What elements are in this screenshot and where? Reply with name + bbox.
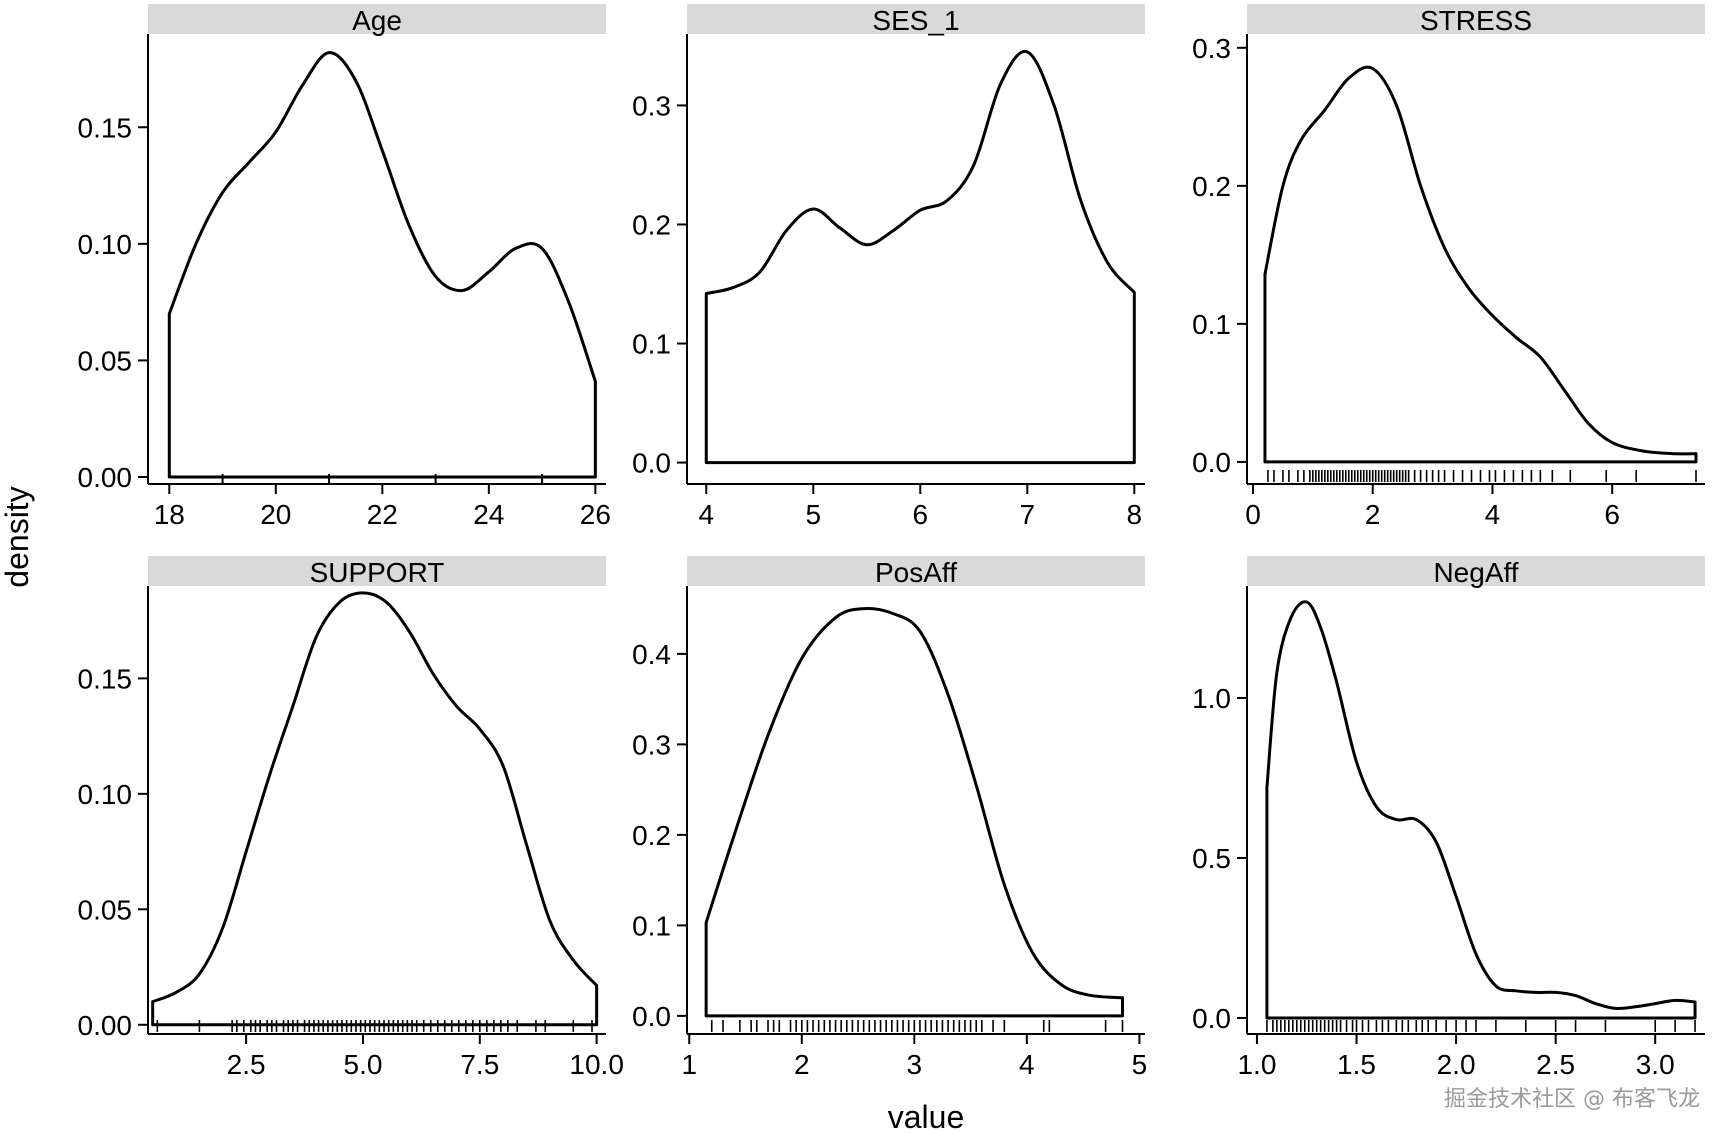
watermark-text: 掘金技术社区 @ 布客飞龙 bbox=[1444, 1087, 1700, 1112]
x-tick-label-posaff: 1 bbox=[681, 1049, 697, 1080]
x-tick-label-posaff: 2 bbox=[794, 1049, 810, 1080]
x-tick-label-negaff: 1.0 bbox=[1237, 1049, 1276, 1080]
x-tick-label-support: 7.5 bbox=[460, 1049, 499, 1080]
density-curve-posaff bbox=[704, 606, 1124, 1018]
panel-age: Age 0.00 0.05 0.10 0.15 18 20 22 24 26 bbox=[78, 4, 611, 530]
x-tick-label-age: 22 bbox=[367, 499, 398, 530]
y-tick-label-support: 0.15 bbox=[78, 663, 133, 694]
x-tick-label-stress: 0 bbox=[1245, 499, 1261, 530]
y-tick-label-posaff: 0.0 bbox=[632, 1001, 671, 1032]
y-tick-label-stress: 0.1 bbox=[1192, 309, 1231, 340]
density-curve-support bbox=[151, 591, 599, 1027]
y-tick-label-posaff: 0.4 bbox=[632, 639, 671, 670]
y-tick-label-negaff: 1.0 bbox=[1192, 683, 1231, 714]
panel-posaff: PosAff 0.0 0.1 0.2 0.3 0.4 1 2 3 4 5 bbox=[632, 556, 1147, 1080]
y-tick-label-support: 0.10 bbox=[78, 779, 133, 810]
y-tick-label-ses-1: 0.3 bbox=[632, 90, 671, 121]
y-tick-label-posaff: 0.1 bbox=[632, 910, 671, 941]
strip-age bbox=[148, 4, 606, 34]
x-tick-label-stress: 2 bbox=[1365, 499, 1381, 530]
x-tick-label-posaff: 4 bbox=[1019, 1049, 1035, 1080]
density-curve-negaff bbox=[1265, 600, 1697, 1020]
rug-support bbox=[156, 1020, 593, 1032]
x-tick-label-support: 10.0 bbox=[569, 1049, 624, 1080]
panel-negaff: NegAff 0.0 0.5 1.0 1.0 1.5 2.0 2.5 3.0 bbox=[1192, 556, 1705, 1080]
y-tick-label-age: 0.00 bbox=[78, 462, 133, 493]
panel-stress: STRESS 0.0 0.1 0.2 0.3 0 2 4 6 bbox=[1192, 4, 1705, 530]
rug-negaff bbox=[1266, 1020, 1696, 1032]
panel-support: SUPPORT 0.00 0.05 0.10 0.15 2.5 5.0 7.5 10.0 bbox=[78, 556, 624, 1080]
x-tick-label-age: 24 bbox=[473, 499, 504, 530]
x-tick-label-support: 5.0 bbox=[344, 1049, 383, 1080]
x-tick-label-ses-1: 8 bbox=[1127, 499, 1143, 530]
x-tick-label-posaff: 5 bbox=[1132, 1049, 1148, 1080]
y-tick-label-stress: 0.3 bbox=[1192, 33, 1231, 64]
strip-posaff bbox=[687, 556, 1145, 586]
strip-title-posaff: PosAff bbox=[875, 557, 957, 588]
y-tick-label-posaff: 0.3 bbox=[632, 729, 671, 760]
y-tick-label-ses-1: 0.0 bbox=[632, 448, 671, 479]
strip-ses-1 bbox=[687, 4, 1145, 34]
y-tick-label-ses-1: 0.1 bbox=[632, 329, 671, 360]
x-tick-label-posaff: 3 bbox=[907, 1049, 923, 1080]
x-tick-label-stress: 6 bbox=[1604, 499, 1620, 530]
x-tick-label-negaff: 2.0 bbox=[1437, 1049, 1476, 1080]
y-tick-label-support: 0.05 bbox=[78, 894, 133, 925]
y-axis-title: density bbox=[0, 486, 35, 587]
x-tick-label-age: 26 bbox=[580, 499, 611, 530]
x-tick-label-ses-1: 7 bbox=[1020, 499, 1036, 530]
rug-posaff bbox=[710, 1020, 1124, 1032]
density-curve-ses-1 bbox=[704, 49, 1136, 465]
x-tick-label-ses-1: 6 bbox=[912, 499, 928, 530]
x-tick-label-negaff: 2.5 bbox=[1536, 1049, 1575, 1080]
x-tick-label-ses-1: 5 bbox=[805, 499, 821, 530]
x-axis-title: value bbox=[888, 1099, 965, 1134]
density-curve-stress bbox=[1263, 65, 1698, 464]
y-tick-label-stress: 0.0 bbox=[1192, 447, 1231, 478]
strip-title-ses-1: SES_1 bbox=[872, 5, 959, 36]
y-tick-label-age: 0.15 bbox=[78, 112, 133, 143]
y-tick-label-age: 0.10 bbox=[78, 229, 133, 260]
y-tick-label-posaff: 0.2 bbox=[632, 820, 671, 851]
x-tick-label-ses-1: 4 bbox=[698, 499, 714, 530]
rug-stress bbox=[1267, 470, 1697, 482]
y-tick-label-age: 0.05 bbox=[78, 345, 133, 376]
x-tick-label-negaff: 3.0 bbox=[1636, 1049, 1675, 1080]
strip-title-age: Age bbox=[352, 5, 402, 36]
y-tick-label-stress: 0.2 bbox=[1192, 171, 1231, 202]
x-tick-label-stress: 4 bbox=[1485, 499, 1501, 530]
x-tick-label-age: 18 bbox=[154, 499, 185, 530]
x-tick-label-support: 2.5 bbox=[227, 1049, 266, 1080]
strip-title-support: SUPPORT bbox=[310, 557, 445, 588]
y-tick-label-negaff: 0.5 bbox=[1192, 843, 1231, 874]
y-tick-label-ses-1: 0.2 bbox=[632, 209, 671, 240]
y-tick-label-negaff: 0.0 bbox=[1192, 1003, 1231, 1034]
density-curve-age bbox=[167, 51, 597, 479]
strip-negaff bbox=[1247, 556, 1705, 586]
strip-support bbox=[148, 556, 606, 586]
panel-ses-1: SES_1 0.0 0.1 0.2 0.3 4 5 6 7 8 bbox=[632, 4, 1145, 530]
x-tick-label-negaff: 1.5 bbox=[1337, 1049, 1376, 1080]
strip-title-negaff: NegAff bbox=[1433, 557, 1518, 588]
x-tick-label-age: 20 bbox=[260, 499, 291, 530]
y-tick-label-support: 0.00 bbox=[78, 1010, 133, 1041]
strip-title-stress: STRESS bbox=[1420, 5, 1532, 36]
strip-stress bbox=[1247, 4, 1705, 34]
